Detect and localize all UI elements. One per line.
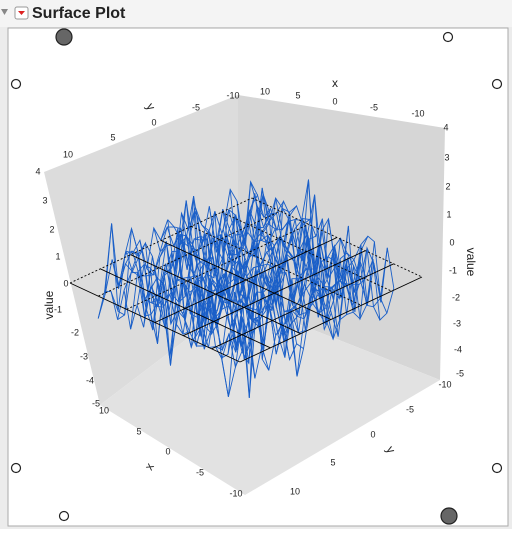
tick-label: 3 <box>42 195 47 205</box>
tick-label: -4 <box>454 344 462 354</box>
axis-label: value <box>464 248 478 277</box>
mesh-line <box>221 241 375 398</box>
tick-label: -3 <box>80 351 88 361</box>
resize-handle[interactable] <box>440 507 458 525</box>
tick-label: 0 <box>151 117 156 127</box>
tick-label: 4 <box>443 122 448 132</box>
tick-label: 4 <box>35 166 40 176</box>
plane-line <box>251 197 423 278</box>
mesh-line <box>181 213 325 333</box>
axis-label: value <box>42 290 56 319</box>
mesh-line <box>250 193 395 312</box>
resize-handle[interactable] <box>491 462 503 474</box>
tick-label: -5 <box>92 398 100 408</box>
tick-label: -10 <box>411 108 424 118</box>
surface-mesh <box>97 179 395 398</box>
tick-label: 1 <box>446 209 451 219</box>
tick-label: -5 <box>370 102 378 112</box>
tick-label: -5 <box>196 467 204 477</box>
mesh-line <box>243 181 388 314</box>
tick-label: 5 <box>136 426 141 436</box>
zero-plane <box>69 197 423 363</box>
tick-label: 0 <box>370 429 375 439</box>
tick-label: 0 <box>332 96 337 106</box>
resize-handle[interactable] <box>491 78 503 90</box>
tick-label: 0 <box>63 278 68 288</box>
tick-label: 3 <box>444 152 449 162</box>
floor <box>100 300 440 495</box>
menu-icon <box>18 11 25 15</box>
tick-label: -2 <box>71 327 79 337</box>
mesh-line <box>208 224 362 358</box>
tick-label: -4 <box>86 375 94 385</box>
mesh-line <box>202 215 346 326</box>
handles <box>10 28 503 525</box>
tick-label: 2 <box>49 224 54 234</box>
resize-handle[interactable] <box>10 462 22 474</box>
mesh-line <box>234 247 388 377</box>
title: Surface Plot <box>32 5 126 22</box>
tick-label: 0 <box>165 446 170 456</box>
axis-label: x <box>332 76 338 90</box>
resize-handle[interactable] <box>442 31 454 43</box>
tick-label: 1 <box>55 251 60 261</box>
mesh-line <box>240 259 395 379</box>
tick-label: 5 <box>295 90 300 100</box>
tick-label: -5 <box>406 404 414 414</box>
tick-label: 10 <box>290 486 300 496</box>
tick-label: -5 <box>456 368 464 378</box>
tick-label: 10 <box>260 86 270 96</box>
tick-label: -10 <box>229 488 242 498</box>
disclosure-triangle[interactable] <box>1 9 8 15</box>
tick-label: -3 <box>453 318 461 328</box>
tick-label: 10 <box>63 149 73 159</box>
tick-label: -2 <box>452 292 460 302</box>
tick-label: -5 <box>192 102 200 112</box>
tick-label: 2 <box>445 181 450 191</box>
tick-label: 0 <box>449 237 454 247</box>
resize-handle[interactable] <box>58 510 70 522</box>
tick-label: 5 <box>330 457 335 467</box>
tick-label: -1 <box>54 304 62 314</box>
tick-label: 10 <box>99 405 109 415</box>
tick-label: 5 <box>110 132 115 142</box>
mesh-line <box>227 246 382 365</box>
tick-label: -1 <box>449 265 457 275</box>
tick-label: -10 <box>438 379 451 389</box>
plane-line <box>221 211 392 292</box>
mesh-line <box>215 208 360 341</box>
resize-handle[interactable] <box>10 78 22 90</box>
resize-handle[interactable] <box>55 28 73 46</box>
plane-line <box>239 276 423 363</box>
tick-label: -10 <box>226 90 239 100</box>
header-bar <box>0 0 512 27</box>
axis-labels: 43210-1-2-3-4-5value43210-1-2-3-4-5value… <box>35 76 477 498</box>
